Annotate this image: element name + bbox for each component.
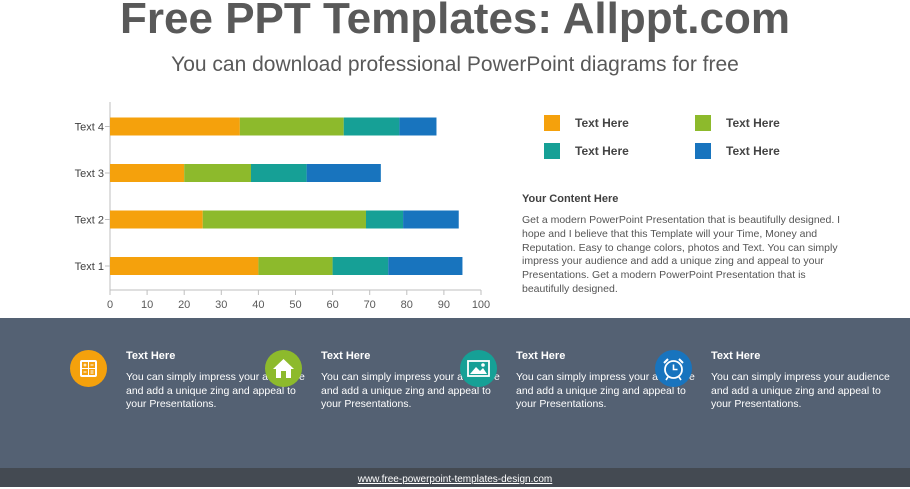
bar-segment-4-1 (110, 117, 240, 136)
home-icon (265, 350, 302, 387)
feature-item: Text Here You can simply impress your au… (70, 350, 306, 412)
y-tick-label: Text 4 (75, 122, 104, 134)
stacked-bar-chart: 0 10 20 30 40 50 60 70 80 90 100 Text 1 Text 2 Text 3… (75, 102, 490, 311)
feature-text: You can simply impress your audience and… (321, 371, 500, 410)
x-tick-label: 90 (438, 299, 450, 311)
bar-segment-4-3 (343, 117, 400, 136)
bar-segment-2-2 (202, 210, 366, 229)
x-tick-label: 20 (178, 299, 190, 311)
y-tick-label: Text 1 (75, 261, 104, 273)
bar-segment-1-4 (388, 257, 463, 275)
alarm-clock-icon (655, 350, 692, 387)
legend-swatch (695, 143, 711, 159)
calculator-icon (70, 350, 107, 387)
content-block: Your Content Here Get a modern PowerPoin… (522, 193, 847, 297)
content-heading: Your Content Here (522, 193, 619, 205)
x-tick-label: 70 (364, 299, 376, 311)
x-tick-label: 40 (252, 299, 264, 311)
legend-item: Text Here (695, 115, 780, 131)
content-body: Get a modern PowerPoint Presentation tha… (522, 214, 841, 295)
y-tick-label: Text 2 (75, 215, 104, 227)
legend-item: Text Here (695, 143, 780, 159)
feature-title: Text Here (126, 350, 176, 362)
feature-item: Text Here You can simply impress your au… (460, 350, 696, 412)
legend-swatch (544, 143, 560, 159)
legend-item: Text Here (544, 143, 629, 159)
bar-segment-3-2 (184, 164, 251, 182)
bar-segment-3-3 (250, 164, 307, 182)
legend-swatch (544, 115, 560, 131)
x-tick-label: 10 (141, 299, 153, 311)
bar-segment-2-4 (403, 210, 459, 229)
legend-label: Text Here (575, 116, 629, 130)
legend-label: Text Here (726, 144, 780, 158)
footer-bar: www.free-powerpoint-templates-design.com (0, 468, 910, 487)
legend-item: Text Here (544, 115, 629, 131)
chart-legend: Text Here Text Here Text Here Text Here (544, 115, 844, 165)
x-tick-label: 80 (401, 299, 413, 311)
bar-segment-4-4 (399, 117, 437, 136)
bar-segment-1-1 (110, 257, 259, 275)
legend-label: Text Here (575, 144, 629, 158)
bar-segment-2-1 (110, 210, 203, 229)
feature-title: Text Here (711, 350, 761, 362)
feature-title: Text Here (321, 350, 371, 362)
x-tick-label: 100 (472, 299, 490, 311)
feature-text: You can simply impress your audience and… (711, 371, 890, 410)
x-tick-label: 50 (289, 299, 301, 311)
bar-segment-1-2 (258, 257, 333, 275)
bar-segment-1-3 (332, 257, 389, 275)
feature-text: You can simply impress your audience and… (516, 371, 695, 410)
picture-icon (460, 350, 497, 387)
bar-segment-3-4 (306, 164, 381, 182)
page-title: Free PPT Templates: Allppt.com (120, 0, 790, 43)
page-subtitle: You can download professional PowerPoint… (171, 53, 739, 76)
x-tick-label: 0 (107, 299, 113, 311)
bar-segment-4-2 (239, 117, 344, 136)
bar-segment-2-3 (365, 210, 404, 229)
feature-text: You can simply impress your audience and… (126, 371, 305, 410)
x-tick-label: 30 (215, 299, 227, 311)
y-tick-label: Text 3 (75, 168, 104, 180)
feature-title: Text Here (516, 350, 566, 362)
x-tick-label: 60 (326, 299, 338, 311)
footer-link[interactable]: www.free-powerpoint-templates-design.com (357, 474, 553, 485)
bar-segment-3-1 (110, 164, 185, 182)
feature-band: Text Here You can simply impress your au… (0, 318, 910, 468)
feature-item: Text Here You can simply impress your au… (655, 350, 891, 412)
legend-swatch (695, 115, 711, 131)
legend-label: Text Here (726, 116, 780, 130)
feature-item: Text Here You can simply impress your au… (265, 350, 501, 412)
